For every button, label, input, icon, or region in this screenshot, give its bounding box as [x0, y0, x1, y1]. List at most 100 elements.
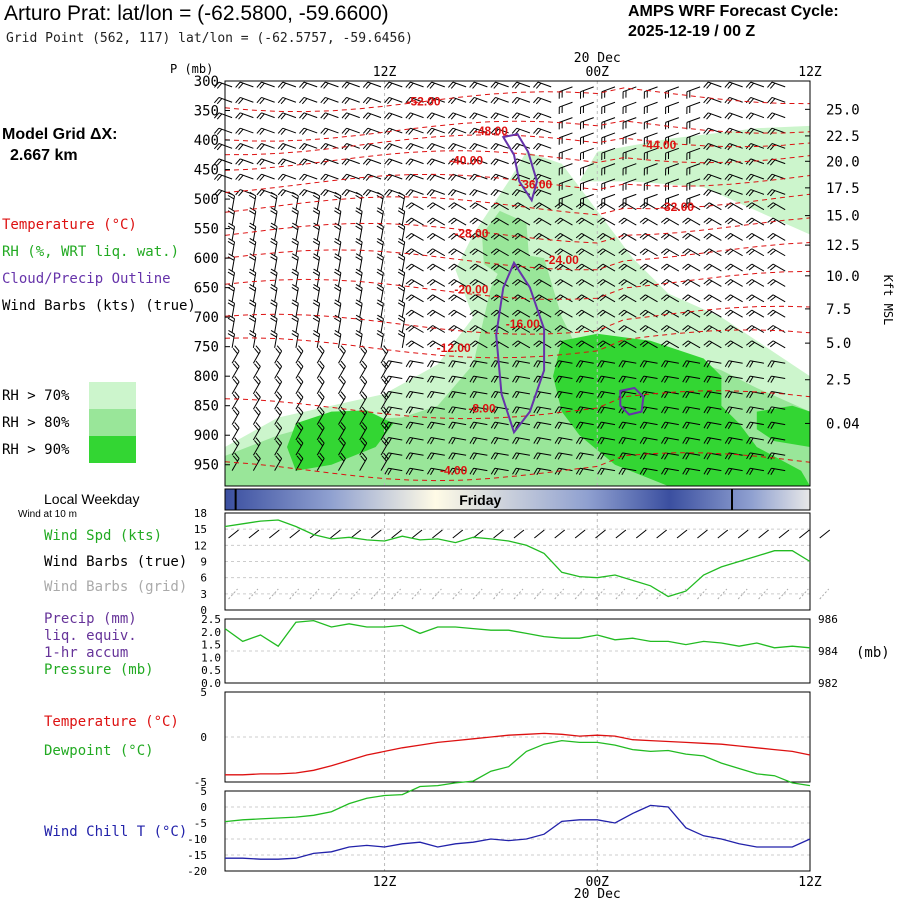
- cross-section-wind-barb-feather: [682, 452, 687, 460]
- cross-section-wind-barb-feather: [533, 248, 540, 254]
- cross-section-wind-barb: [231, 437, 240, 456]
- cross-section-wind-barb: [427, 452, 445, 460]
- cross-section-wind-barb: [405, 202, 424, 211]
- cross-section-wind-barb-shaft: [338, 381, 346, 395]
- cross-section-wind-barb-feather: [724, 263, 731, 269]
- cross-section-wind-barb: [231, 376, 240, 395]
- cross-section-wind-barb-feather: [405, 391, 411, 398]
- bottom-time-label: 12Z: [373, 875, 397, 890]
- cross-section-wind-barb: [618, 309, 637, 318]
- cross-section-wind-barb-feather: [398, 284, 405, 289]
- cross-section-wind-barb-shaft: [337, 318, 342, 333]
- cross-section-wind-barb: [426, 279, 446, 287]
- cross-section-wind-barb-shaft: [380, 303, 384, 318]
- bottom-time-label: 12Z: [798, 875, 822, 890]
- cross-section-wind-barb-feather: [448, 360, 453, 368]
- cross-section-wind-barb-feather: [355, 317, 362, 323]
- cross-section-wind-barb-shaft: [282, 158, 297, 165]
- cross-section-wind-barb-feather: [339, 455, 345, 462]
- cross-section-wind-barb-feather: [767, 81, 773, 88]
- cross-section-wind-barb-feather: [661, 406, 666, 414]
- cross-section-wind-barb: [575, 309, 594, 318]
- cross-section-wind-barb-feather: [767, 173, 773, 180]
- cross-section-wind-barb-shaft: [316, 287, 321, 302]
- cross-section-wind-barb-shaft: [231, 257, 236, 272]
- surface-wind-barb-true: [656, 529, 667, 539]
- cross-section-wind-barb-shaft: [252, 442, 261, 456]
- cross-section-wind-barb-feather: [317, 348, 324, 355]
- cross-section-wind-barb-feather: [360, 440, 366, 447]
- cross-section-wind-barb: [312, 314, 321, 333]
- cross-section-wind-barb: [724, 421, 743, 429]
- cross-section-wind-barb: [397, 222, 406, 241]
- cross-section-wind-barb: [512, 340, 531, 349]
- cross-section-wind-barb: [703, 437, 722, 445]
- cross-section-wind-barb-feather: [769, 128, 776, 135]
- cross-section-wind-barb: [359, 360, 368, 379]
- cross-section-wind-barb-feather: [724, 360, 730, 368]
- cross-section-wind-barb-feather: [235, 158, 241, 165]
- cross-section-wind-barb-feather: [770, 437, 775, 445]
- cross-section-wind-barb-feather: [234, 345, 240, 352]
- wind-speed-label: Wind Spd (kts): [44, 528, 163, 544]
- cross-section-wind-barb-shaft: [686, 132, 701, 139]
- cross-section-wind-barb-feather: [469, 406, 475, 414]
- cross-section-wind-barb-shaft: [231, 427, 240, 441]
- cross-section-wind-barb-feather: [533, 97, 539, 104]
- cross-section-wind-barb-feather: [334, 317, 341, 323]
- cross-section-wind-barb-feather: [746, 375, 751, 383]
- cross-section-wind-barb-feather: [469, 112, 475, 119]
- cross-section-wind-barb: [554, 248, 573, 257]
- cross-section-wind-barb-shaft: [558, 375, 573, 380]
- cross-section-wind-barb-feather: [493, 113, 499, 120]
- cross-section-wind-barb-feather: [661, 421, 666, 429]
- temperature-tick-label: 5: [200, 686, 207, 699]
- cross-section-wind-barb-feather: [320, 189, 326, 196]
- cross-section-wind-barb: [227, 314, 236, 333]
- cross-section-wind-barb-shaft: [261, 143, 275, 149]
- cross-section-wind-barb-feather: [255, 437, 261, 444]
- cross-section-wind-barb: [338, 452, 346, 471]
- cross-section-wind-barb: [362, 96, 382, 105]
- cross-section-wind-barb-shaft: [274, 381, 283, 395]
- kft-tick-label: 0.04: [826, 416, 860, 432]
- cross-section-wind-barb-feather: [227, 194, 235, 200]
- cross-section-wind-barb-feather: [334, 210, 341, 215]
- cross-section-wind-barb-shaft: [380, 226, 384, 241]
- cross-section-wind-barb-feather: [232, 455, 238, 462]
- cross-section-wind-barb-shaft: [409, 437, 424, 441]
- cross-section-wind-barb-feather: [685, 437, 690, 445]
- cross-section-wind-barb-shaft: [622, 86, 637, 93]
- cross-section-wind-barb-shaft: [430, 360, 445, 364]
- cross-section-wind-barb-shaft: [581, 340, 594, 349]
- cross-section-wind-barb-feather: [334, 207, 342, 212]
- cross-section-wind-barb-shaft: [707, 390, 722, 395]
- cross-section-wind-barb-feather: [383, 452, 389, 459]
- cross-section-wind-barb-feather: [430, 391, 435, 399]
- cross-section-wind-barb: [533, 375, 552, 383]
- cross-section-wind-barb-feather: [684, 265, 691, 271]
- cross-section-wind-barb: [380, 360, 389, 379]
- cross-section-wind-barb-feather: [317, 363, 324, 370]
- cross-section-wind-barb-shaft: [664, 437, 679, 441]
- rh90-region-center: [553, 333, 810, 486]
- cross-section-wind-barb-feather: [255, 360, 261, 367]
- cross-section-wind-barb: [724, 279, 743, 287]
- cross-section-wind-barb-feather: [511, 81, 518, 88]
- cross-section-wind-barb-feather: [706, 407, 712, 414]
- cross-section-wind-barb-feather: [512, 294, 519, 300]
- cross-section-wind-barb-shaft: [231, 287, 236, 302]
- cross-section-wind-barb-shaft: [316, 442, 325, 456]
- cross-section-wind-barb-feather: [514, 203, 521, 210]
- cross-section-wind-barb-shaft: [411, 263, 424, 272]
- cross-section-wind-barb-feather: [299, 143, 305, 150]
- precip-tick-label: 0.5: [201, 664, 221, 677]
- cross-section-wind-barb-shaft: [231, 381, 240, 395]
- cross-section-wind-barb-feather: [312, 210, 320, 215]
- cross-section-wind-barb-feather: [512, 360, 517, 368]
- cross-section-wind-barb: [490, 158, 509, 166]
- cross-section-wind-barb: [639, 437, 658, 445]
- cross-section-wind-barb-feather: [398, 314, 405, 320]
- cross-section-wind-barb-feather: [355, 330, 363, 335]
- cross-section-wind-barb-shaft: [750, 375, 764, 380]
